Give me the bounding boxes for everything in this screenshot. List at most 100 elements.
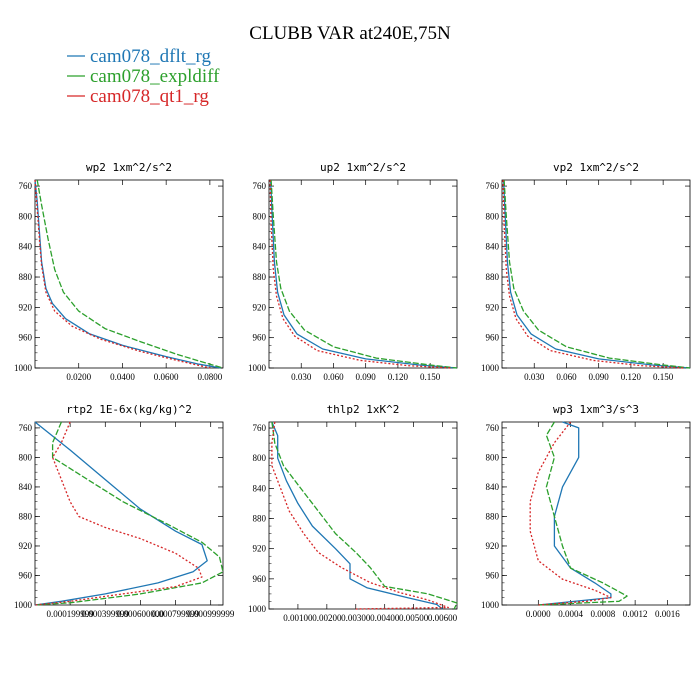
y-tick-label: 920 <box>486 302 500 312</box>
x-tick-label: 0.0012 <box>623 609 648 619</box>
x-tick-label: 0.030 <box>524 372 545 382</box>
x-tick-label: 0.00400 <box>370 613 400 623</box>
y-tick-label: 1000 <box>248 363 267 373</box>
legend: cam078_dflt_rg cam078_expldiff cam078_qt… <box>67 46 220 107</box>
y-tick-label: 920 <box>486 541 500 551</box>
series-line-3 <box>529 421 612 606</box>
y-tick-label: 1000 <box>481 363 500 373</box>
series-line-2 <box>34 421 224 606</box>
y-tick-label: 920 <box>19 541 33 551</box>
y-tick-label: 960 <box>19 333 33 343</box>
x-tick-label: 0.000199999 <box>47 609 95 619</box>
x-tick-label: 0.00600 <box>428 613 458 623</box>
y-tick-label: 960 <box>486 570 500 580</box>
series-line-1 <box>502 179 691 369</box>
y-tick-label: 800 <box>19 452 33 462</box>
y-tick-label: 1000 <box>248 604 267 614</box>
series-line-1 <box>538 421 612 606</box>
plot-frame <box>501 179 691 369</box>
x-tick-label: 0.120 <box>621 372 642 382</box>
y-tick-label: 920 <box>19 302 33 312</box>
x-tick-label: 0.060 <box>323 372 344 382</box>
legend-label-dflt: cam078_dflt_rg <box>90 46 212 67</box>
x-tick-label: 0.0600 <box>154 372 179 382</box>
y-tick-label: 960 <box>253 574 267 584</box>
panel-title: up2 1xm^2/s^2 <box>320 161 406 174</box>
series-line-1 <box>34 179 221 369</box>
panel-6: wp3 1xm^3/s^3 760 800 840 880 920 960 1000 0.000… <box>481 403 691 619</box>
y-tick-label: 880 <box>19 272 33 282</box>
series-line-3 <box>271 421 449 610</box>
series-line-1 <box>269 179 458 369</box>
x-tick-label: 0.00200 <box>312 613 342 623</box>
plot-frame <box>34 179 224 369</box>
panel-3: vp2 1xm^2/s^2 760 800 840 880 920 960 1000 0.030… <box>481 161 691 382</box>
panels: wp2 1xm^2/s^2 760 800 840 880 920 960 1000 0.020… <box>14 161 691 623</box>
y-tick-label: 840 <box>486 242 500 252</box>
x-tick-label: 0.0004 <box>558 609 583 619</box>
series-line-2 <box>538 421 628 606</box>
series-line-2 <box>271 421 458 610</box>
y-tick-label: 800 <box>19 211 33 221</box>
x-tick-label: 0.000600000 <box>117 609 165 619</box>
plot-frame <box>268 179 458 369</box>
panel-title: vp2 1xm^2/s^2 <box>553 161 639 174</box>
y-tick-label: 960 <box>253 333 267 343</box>
x-tick-label: 0.0400 <box>110 372 135 382</box>
panel-5: thlp2 1xK^2 760 800 840 880 920 960 1000 0.00100… <box>248 403 458 623</box>
x-tick-label: 0.0000 <box>526 609 551 619</box>
series-line-3 <box>269 179 452 369</box>
y-tick-label: 920 <box>253 544 267 554</box>
panel-title: rtp2 1E-6x(kg/kg)^2 <box>66 403 192 416</box>
y-tick-label: 880 <box>253 514 267 524</box>
x-tick-label: 0.090 <box>589 372 610 382</box>
y-tick-label: 880 <box>486 511 500 521</box>
x-tick-label: 0.0800 <box>198 372 223 382</box>
y-tick-label: 760 <box>253 181 267 191</box>
x-tick-label: 0.000799999 <box>152 609 200 619</box>
x-tick-label: 0.0200 <box>66 372 91 382</box>
panel-title: thlp2 1xK^2 <box>327 403 400 416</box>
x-tick-label: 0.00300 <box>341 613 371 623</box>
y-tick-label: 840 <box>253 242 267 252</box>
y-tick-label: 880 <box>486 272 500 282</box>
y-tick-label: 800 <box>253 211 267 221</box>
x-tick-label: 0.000999999 <box>187 609 235 619</box>
y-tick-label: 920 <box>253 302 267 312</box>
y-tick-label: 840 <box>19 482 33 492</box>
x-tick-label: 0.150 <box>653 372 674 382</box>
panel-title: wp3 1xm^3/s^3 <box>553 403 639 416</box>
y-tick-label: 800 <box>486 211 500 221</box>
series-line-3 <box>34 179 211 369</box>
series-line-3 <box>502 179 685 369</box>
x-tick-label: 0.150 <box>420 372 441 382</box>
x-tick-label: 0.0008 <box>590 609 615 619</box>
x-tick-label: 0.120 <box>388 372 409 382</box>
x-tick-label: 0.090 <box>356 372 377 382</box>
series-line-2 <box>270 179 458 369</box>
y-tick-label: 760 <box>486 181 500 191</box>
y-tick-label: 760 <box>19 423 33 433</box>
y-tick-label: 840 <box>19 242 33 252</box>
y-tick-label: 800 <box>486 452 500 462</box>
legend-label-qt1: cam078_qt1_rg <box>90 86 209 107</box>
panel-2: up2 1xm^2/s^2 760 800 840 880 920 960 1000 0.030… <box>248 161 458 382</box>
y-tick-label: 1000 <box>481 600 500 610</box>
series-line-3 <box>34 421 203 606</box>
x-tick-label: 0.0016 <box>655 609 680 619</box>
x-tick-label: 0.060 <box>556 372 577 382</box>
y-tick-label: 960 <box>19 570 33 580</box>
x-tick-label: 0.00500 <box>399 613 429 623</box>
panel-4: rtp2 1E-6x(kg/kg)^2 760 800 840 880 920 960 100… <box>14 403 235 619</box>
series-line-2 <box>503 179 691 369</box>
x-tick-label: 0.000399999 <box>82 609 130 619</box>
y-tick-label: 840 <box>486 482 500 492</box>
series-line-1 <box>34 421 208 606</box>
y-tick-label: 760 <box>486 423 500 433</box>
plot-frame <box>501 421 691 606</box>
y-tick-label: 760 <box>253 423 267 433</box>
x-tick-label: 0.00100 <box>283 613 313 623</box>
panel-title: wp2 1xm^2/s^2 <box>86 161 172 174</box>
plot-frame <box>268 421 458 610</box>
